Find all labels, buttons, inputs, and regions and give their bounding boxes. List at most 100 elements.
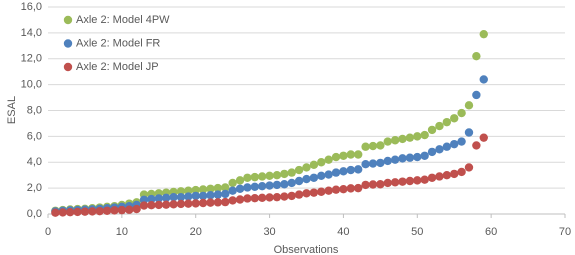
data-point (331, 152, 341, 162)
data-point (309, 173, 319, 182)
data-point (302, 163, 311, 172)
data-point (398, 154, 407, 163)
data-point (383, 178, 392, 188)
data-point (235, 184, 245, 193)
data-point (317, 158, 326, 167)
legend-marker (63, 39, 73, 48)
x-axis-title: Observations (274, 244, 339, 255)
data-point (457, 108, 466, 118)
data-point (390, 178, 400, 187)
data-point (161, 193, 171, 203)
data-point (331, 168, 341, 177)
y-axis-title: ESAL (6, 96, 18, 124)
data-point (294, 165, 304, 175)
data-point (80, 207, 90, 216)
data-point (479, 75, 488, 84)
data-point (161, 200, 171, 209)
y-tick-label: 2,0 (27, 182, 42, 194)
data-point (243, 173, 252, 182)
data-point (420, 130, 429, 140)
data-point (102, 206, 112, 215)
data-point (427, 173, 437, 182)
data-point (191, 191, 200, 201)
data-point (243, 194, 252, 203)
data-point (472, 90, 481, 100)
x-tick-label: 20 (190, 226, 202, 238)
data-point (317, 187, 326, 196)
data-point (427, 147, 437, 157)
data-point (257, 193, 267, 203)
data-point (331, 185, 341, 194)
data-point (479, 29, 488, 39)
data-point (346, 184, 356, 193)
data-point (147, 194, 156, 204)
data-point (250, 182, 259, 192)
data-point (435, 172, 444, 181)
data-point (176, 199, 186, 209)
data-point (154, 194, 163, 203)
data-point (110, 206, 119, 215)
y-tick-label: 6,0 (27, 130, 42, 142)
data-point (280, 192, 289, 201)
data-point (405, 153, 415, 162)
data-point (324, 186, 333, 195)
data-point (243, 183, 252, 192)
data-point (287, 168, 296, 177)
data-point (228, 178, 237, 188)
data-point (324, 155, 333, 164)
data-point (346, 165, 356, 175)
data-point (272, 170, 282, 180)
data-point (368, 180, 378, 189)
data-point (169, 192, 178, 202)
data-point (184, 199, 193, 208)
data-point (184, 192, 193, 201)
data-point (464, 163, 474, 172)
data-point (457, 167, 466, 177)
legend-label: Axle 2: Model FR (76, 37, 160, 49)
data-point (139, 201, 149, 210)
y-tick-label: 12,0 (21, 53, 42, 65)
data-point (442, 170, 452, 180)
data-point (272, 192, 282, 202)
data-point (257, 181, 267, 191)
y-tick-label: 16,0 (21, 1, 42, 13)
data-point (442, 117, 452, 127)
data-point (250, 172, 259, 182)
data-point (302, 174, 311, 184)
data-point (235, 195, 245, 204)
data-point (450, 169, 459, 179)
data-point (221, 183, 230, 192)
data-point (309, 160, 319, 170)
data-point (405, 176, 415, 186)
data-point (435, 121, 444, 131)
legend-label: Axle 2: Model JP (76, 61, 159, 73)
data-point (450, 139, 459, 149)
data-point (339, 151, 348, 160)
data-point (354, 150, 363, 159)
data-point (472, 141, 481, 150)
x-tick-label: 70 (559, 226, 571, 238)
data-point (213, 183, 223, 193)
data-point (257, 172, 267, 181)
x-tick-label: 30 (263, 226, 275, 238)
data-point (51, 208, 60, 217)
data-point (250, 194, 259, 203)
y-tick-label: 10,0 (21, 79, 42, 91)
data-point (383, 156, 392, 166)
x-tick-label: 40 (337, 226, 349, 238)
data-point (184, 186, 193, 195)
data-point (294, 176, 304, 186)
data-point (213, 198, 223, 207)
data-point (361, 159, 370, 169)
data-point (95, 206, 104, 216)
data-point (287, 191, 296, 201)
y-tick-label: 8,0 (27, 104, 42, 116)
data-point (420, 175, 429, 184)
data-point (73, 207, 82, 217)
data-point (361, 180, 370, 190)
data-point (154, 200, 163, 210)
data-point (147, 201, 156, 210)
data-point (405, 133, 415, 142)
data-point (265, 181, 274, 190)
data-point (132, 204, 141, 214)
